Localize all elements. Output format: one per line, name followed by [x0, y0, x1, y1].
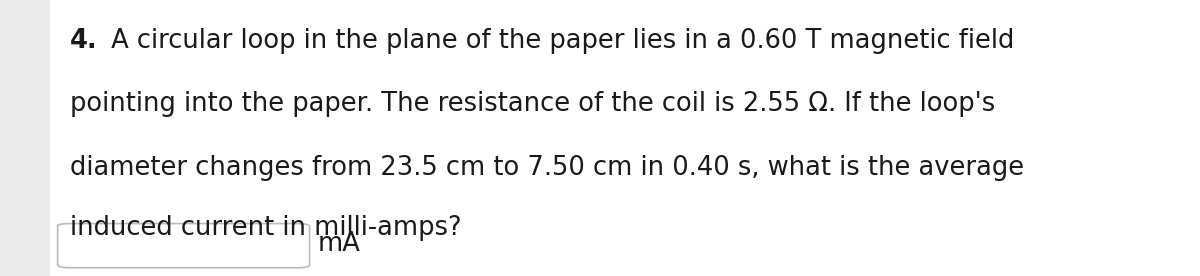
Text: pointing into the paper. The resistance of the coil is 2.55 Ω. If the loop's: pointing into the paper. The resistance …: [70, 91, 995, 117]
Text: mA: mA: [318, 231, 361, 257]
FancyBboxPatch shape: [58, 224, 310, 268]
Text: 4.: 4.: [70, 28, 97, 54]
Text: induced current in milli-amps?: induced current in milli-amps?: [70, 215, 461, 241]
Bar: [0, 0, 50, 276]
Text: A circular loop in the plane of the paper lies in a 0.60 T magnetic field: A circular loop in the plane of the pape…: [103, 28, 1014, 54]
Text: diameter changes from 23.5 cm to 7.50 cm in 0.40 s, what is the average: diameter changes from 23.5 cm to 7.50 cm…: [70, 155, 1024, 181]
